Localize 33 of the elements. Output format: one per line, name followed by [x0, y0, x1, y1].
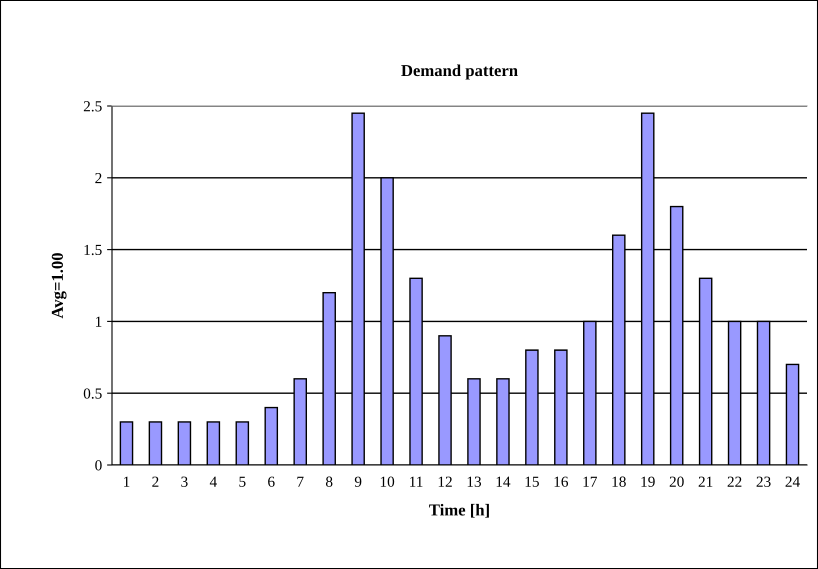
x-tick-label: 14	[496, 476, 510, 487]
x-tick-label: 24	[786, 476, 800, 487]
x-tick-label: 12	[438, 476, 452, 487]
x-tick-label: 22	[728, 476, 742, 487]
x-tick-label: 10	[380, 476, 394, 487]
y-tick-label: 0	[95, 460, 102, 470]
x-tick-label: 4	[210, 476, 217, 487]
y-tick-label: 0.5	[84, 388, 102, 399]
x-tick-label: 11	[410, 476, 422, 487]
x-tick-label: 9	[354, 476, 362, 487]
x-tick-label: 23	[756, 476, 771, 487]
x-tick-label: 20	[670, 476, 684, 487]
x-tick-label: 19	[641, 476, 655, 487]
x-tick-label: 18	[612, 476, 626, 487]
x-tick-label: 3	[181, 476, 188, 487]
x-tick-label: 2	[152, 476, 158, 487]
y-tick-label: 1.5	[84, 244, 102, 256]
x-tick-label: 21	[698, 476, 712, 487]
y-tick-label: 2	[95, 172, 102, 184]
x-tick-label: 13	[468, 476, 482, 487]
x-tick-label: 1	[124, 476, 130, 487]
x-axis-title: Time [h]	[429, 504, 489, 518]
y-axis-title: Avg=1.00	[52, 253, 67, 318]
x-tick-label: 6	[268, 476, 275, 487]
x-tick-label: 15	[526, 476, 539, 487]
x-tick-label: 17	[584, 476, 598, 487]
y-tick-label: 1	[96, 316, 102, 327]
x-tick-label: 5	[239, 476, 246, 487]
x-tick-label: 16	[554, 476, 568, 487]
y-tick-label: 2.5	[84, 101, 102, 112]
x-tick-label: 8	[326, 476, 332, 487]
x-tick-label: 7	[297, 476, 304, 487]
chart-title: Demand pattern	[401, 64, 518, 80]
